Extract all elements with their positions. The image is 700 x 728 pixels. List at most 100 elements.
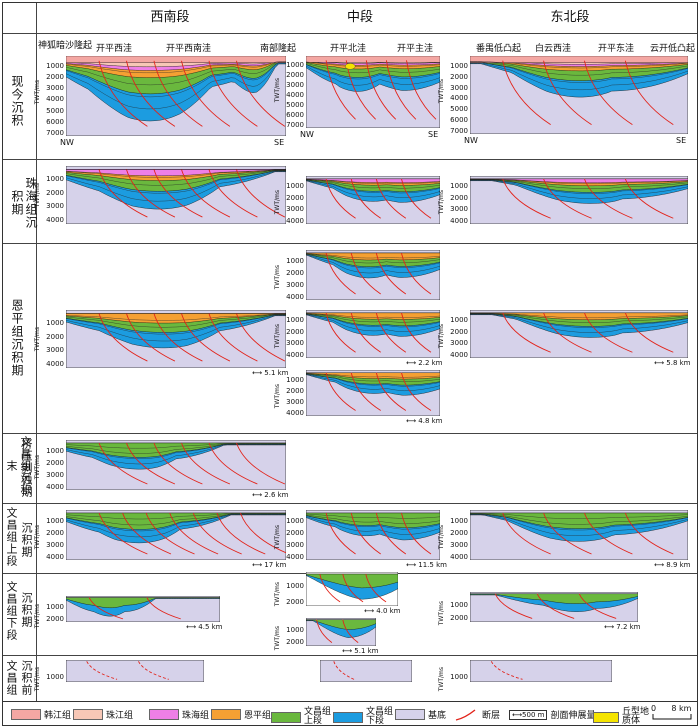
reflector-line [470, 61, 688, 69]
section-svg-pre-ne [470, 660, 612, 682]
extension-scale-upper-mid: ⟷ 11.5 km [406, 561, 447, 569]
section-panel-upper-ne [470, 510, 688, 560]
fault-line [502, 60, 551, 126]
section-panel-lower-ne [470, 592, 638, 622]
label-column-divider [36, 3, 37, 701]
section-panel-enping-ne [470, 310, 688, 358]
basement-fill [470, 660, 612, 682]
basement-swatch [395, 709, 425, 720]
axis-tick-label: 1000 [450, 600, 468, 609]
legend-enping: 恩平组 [211, 708, 271, 721]
row-divider [3, 433, 697, 434]
section-svg-lower-mid1 [306, 572, 398, 606]
axis-tick-label: 3000 [450, 339, 468, 348]
fault-line [325, 60, 356, 120]
section-panel-present-ne [470, 56, 688, 134]
axis-tick-label: 1000 [46, 318, 64, 327]
fault-line [401, 178, 432, 219]
axis-tick-label: 3000 [46, 540, 64, 549]
header-divider [3, 33, 697, 34]
axis-tick-label: 4000 [450, 350, 468, 359]
section-panel-upper-sw [66, 510, 286, 560]
fault-line [88, 597, 124, 620]
fault-line [325, 312, 356, 353]
fault-line [126, 313, 176, 362]
stratum-layer [470, 593, 638, 604]
fault-line [375, 512, 407, 555]
section-panel-enping-mid2 [306, 310, 440, 358]
direction-se: SE [676, 136, 687, 145]
axis-tick-label: 4000 [46, 482, 64, 491]
fault-line [375, 178, 407, 219]
legend-lower-wenchang: 文昌组下段 [333, 708, 394, 726]
reflector-line [470, 179, 688, 184]
fault-line [98, 60, 148, 127]
section-svg-lower-sw [66, 596, 220, 622]
reflector-line [470, 179, 688, 189]
legend-zhujiang: 珠江组 [73, 708, 133, 721]
fault-line [138, 661, 169, 680]
row-divider [3, 243, 697, 244]
fault-line [578, 593, 617, 619]
enping-swatch [211, 709, 241, 720]
fault-line [385, 60, 417, 120]
legend-fault: 断层 [453, 708, 500, 721]
legend-hanjiang: 韩江组 [11, 708, 71, 721]
axis-tick-label: 4000 [286, 408, 304, 417]
section-svg-zhuhai-mid [306, 176, 440, 224]
fault-line [342, 619, 359, 644]
axis-label-twt: TWT/ms [34, 183, 41, 208]
section-svg-upper-sw [66, 510, 286, 560]
axis-tick-label: 1000 [450, 516, 468, 525]
structure-panyu-low-uplift: 番禺低凸起 [476, 44, 522, 54]
fault-line [406, 60, 437, 120]
section-panel-present-mid [306, 56, 440, 128]
fault-line [208, 442, 258, 485]
row-sublabel-compression: 挤压剥蚀期 [20, 438, 33, 498]
axis-tick-label: 3000 [450, 205, 468, 214]
reflector-line [66, 513, 286, 520]
basement-fill [66, 660, 204, 682]
reflector-line [66, 63, 286, 110]
fault-line [236, 313, 286, 362]
reflector-line [306, 65, 440, 86]
legend-upper-wenchang: 文昌组上段 [271, 708, 332, 726]
axis-tick-label: 2000 [286, 327, 304, 336]
structure-southern-uplift: 南部隆起 [260, 44, 297, 54]
axis-label-twt: TWT/ms [274, 190, 281, 215]
section-svg-pre-sw [66, 660, 204, 682]
extension-scale-lower-sw: ⟷ 4.5 km [186, 623, 223, 631]
row-label-enping: 恩平组沉积期 [10, 299, 24, 377]
fault-line [192, 512, 242, 555]
stratum-layer [306, 312, 440, 320]
section-panel-pre-ne [470, 660, 612, 682]
fault-line [325, 252, 356, 295]
reflector-line [66, 444, 286, 459]
legend-label: 丘型地质体 [622, 707, 650, 726]
section-panel-lower-mid1 [306, 572, 398, 606]
section-svg-enping-mid1 [306, 250, 440, 300]
axis-tick-label: 3000 [286, 81, 304, 89]
reflector-line [66, 314, 286, 335]
reflector-line [306, 373, 440, 387]
fault-line [98, 442, 148, 485]
row-divider [3, 503, 697, 504]
scale-value: 8 km [671, 704, 692, 713]
row-sublabel-upper-deposition: 沉积期 [20, 522, 33, 558]
axis-tick-label: 1000 [450, 61, 468, 70]
fault-line [153, 60, 203, 127]
section-svg-lower-ne [470, 592, 638, 622]
axis-tick-label: 4000 [286, 552, 304, 561]
scale-bar-icon [652, 714, 692, 720]
legend-label: 剖面伸展量 [550, 711, 596, 721]
fault-line [543, 312, 592, 353]
reflector-line [306, 254, 440, 269]
fault-line [502, 512, 551, 555]
reflector-line [470, 63, 688, 90]
axis-tick-label: 3000 [450, 83, 468, 92]
legend-label: 文昌组上段 [304, 707, 332, 726]
fault-line [208, 60, 258, 127]
fault-line [333, 661, 355, 680]
axis-tick-label: 5000 [286, 101, 304, 109]
axis-tick-label: 5000 [450, 105, 468, 114]
